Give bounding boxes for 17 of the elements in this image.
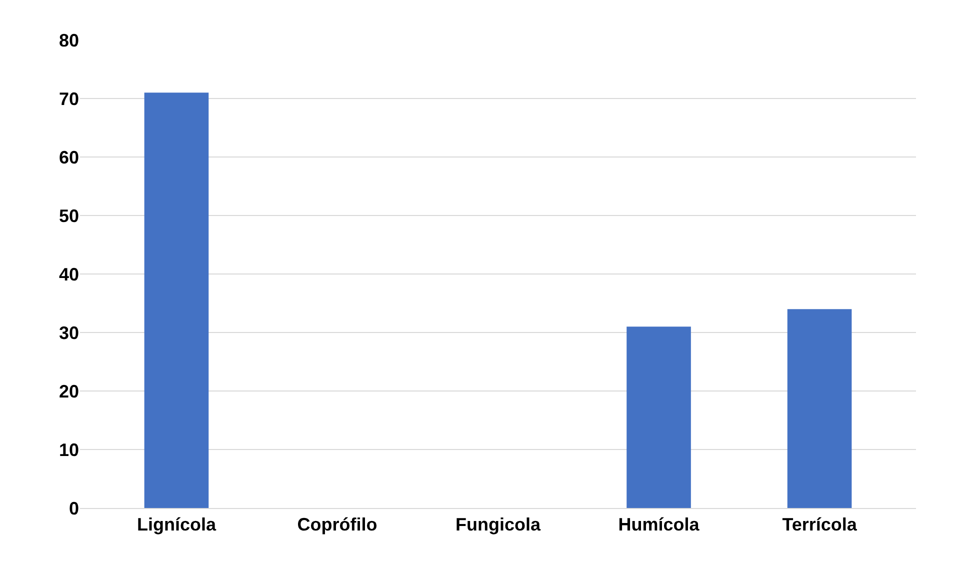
x-tick-label: Fungicola: [456, 514, 542, 535]
y-tick-label: 10: [58, 440, 79, 460]
y-tick-label: 60: [58, 147, 79, 168]
x-tick-label: Lignícola: [136, 514, 217, 535]
x-tick-label: Terrícola: [782, 514, 858, 535]
x-tick-label: Coprófilo: [297, 514, 378, 535]
y-tick-label: 40: [58, 264, 79, 284]
y-tick-label: 70: [58, 88, 79, 109]
y-tick-label: 0: [68, 498, 79, 518]
y-tick-label: 30: [58, 322, 79, 343]
bar: [787, 309, 852, 508]
y-tick-label: 80: [58, 30, 79, 50]
bar: [144, 92, 209, 508]
x-tick-label: Humícola: [618, 514, 700, 535]
y-tick-label: 50: [58, 206, 79, 226]
y-tick-label: 20: [58, 381, 79, 402]
bar: [626, 326, 691, 508]
